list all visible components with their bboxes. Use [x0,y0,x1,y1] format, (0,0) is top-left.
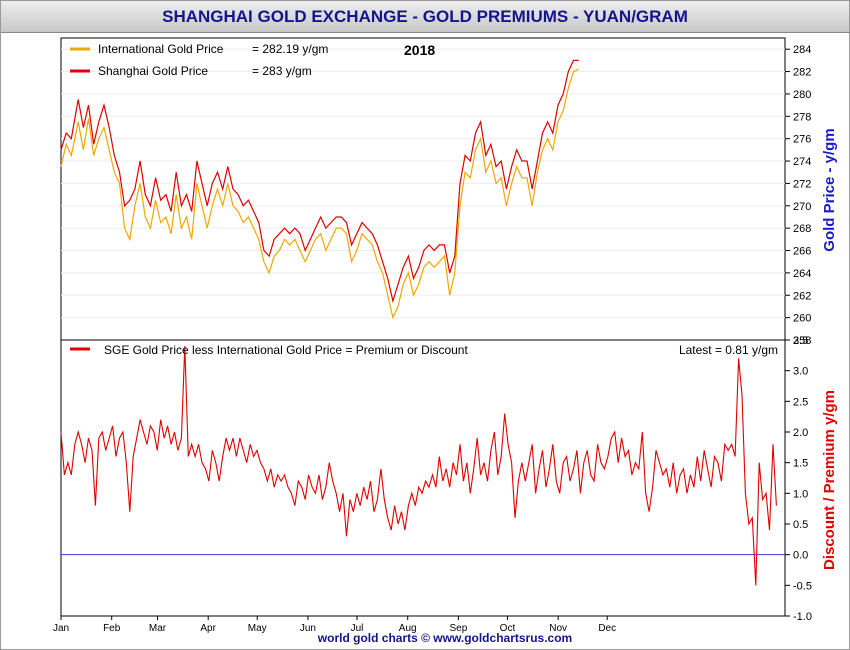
month-tick-label: Jul [351,623,364,634]
gold-price-tick-label: 284 [793,44,811,56]
premium-tick-label: 3.0 [793,366,808,378]
gold-price-plot-area [60,37,786,341]
month-tick-label: Aug [399,623,417,634]
month-tick-label: May [248,623,267,634]
premium-tick-label: 2.0 [793,427,808,439]
month-tick-label: Mar [149,623,167,634]
gold-price-tick-label: 272 [793,178,811,190]
legend-international-name: International Gold Price [98,42,224,56]
legend-shanghai-value: = 283 y/gm [252,64,312,78]
premium-tick-label: 0.0 [793,550,808,562]
premium-tick-label: 1.0 [793,488,808,500]
gold-price-tick-label: 260 [793,313,811,325]
gold-price-axis-label: Gold Price - y/gm [821,128,838,251]
footer-credit: world gold charts © www.goldchartsrus.co… [317,631,572,645]
chart-title: SHANGHAI GOLD EXCHANGE - GOLD PREMIUMS -… [162,7,688,26]
premium-line [60,346,777,586]
gold-price-tick-label: 264 [793,268,811,280]
premium-panel: -1.0 -0.5 0.0 0.5 1.0 1.5 2.0 2.5 3.0 3.5 SGE Gol… [60,335,838,623]
gold-price-tick-label: 262 [793,290,811,302]
premium-tick-label: 3.5 [793,335,808,347]
month-tick-label: Apr [200,623,216,634]
year-label: 2018 [404,42,435,58]
month-tick-label: Sep [450,623,468,634]
legend-shanghai-name: Shanghai Gold Price [98,64,208,78]
gold-price-tick-label: 278 [793,111,811,123]
month-tick-label: Oct [500,623,516,634]
premium-tick-label: 0.5 [793,519,808,531]
gold-price-tick-label: 280 [793,89,811,101]
premium-plot-area [60,339,786,617]
legend-premium-name: SGE Gold Price less International Gold P… [104,343,468,357]
international-gold-price-line [60,68,579,320]
premium-tick-label: -1.0 [793,611,812,623]
month-tick-label: Dec [598,623,616,634]
premium-tick-label: 2.5 [793,396,808,408]
gold-price-tick-label: 258 [793,335,811,347]
premium-tick-label: -0.5 [793,580,812,592]
premium-tick-label: 1.5 [793,458,808,470]
gold-price-tick-label: 274 [793,156,811,168]
month-tick-label: Feb [103,623,121,634]
month-tick-label: Nov [549,623,567,634]
gold-price-tick-label: 268 [793,223,811,235]
premium-axis-label: Discount / Premium y/gm [821,390,838,570]
gold-price-panel: 258 260 262 264 266 268 270 272 274 276 278 280 282 2… [60,37,838,347]
gold-price-tick-label: 270 [793,201,811,213]
gold-price-tick-label: 276 [793,134,811,146]
shanghai-gold-price-line [60,59,579,304]
title-bar: SHANGHAI GOLD EXCHANGE - GOLD PREMIUMS -… [1,1,849,33]
gold-price-tick-label: 266 [793,246,811,258]
month-tick-label: Jan [53,623,69,634]
gold-price-tick-label: 282 [793,67,811,79]
month-tick-label: Jun [300,623,316,634]
legend-international-value: = 282.19 y/gm [252,42,328,56]
latest-premium-label: Latest = 0.81 y/gm [679,343,778,357]
